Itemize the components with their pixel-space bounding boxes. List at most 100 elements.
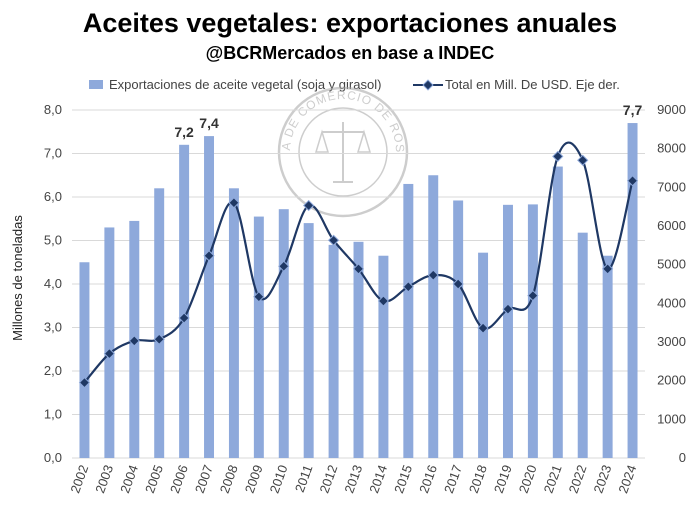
y2-tick-label: 6000	[657, 218, 686, 233]
bar-2006	[179, 144, 190, 459]
x-tick-label: 2016	[416, 463, 440, 495]
x-tick-label: 2023	[590, 463, 614, 495]
y-tick-label: 7,0	[44, 146, 62, 161]
x-tick-label: 2020	[516, 463, 540, 495]
line-point-2024	[626, 175, 639, 187]
x-tick-label: 2014	[366, 463, 390, 495]
bar-2018	[478, 252, 489, 458]
y2-tick-label: 5000	[657, 257, 686, 272]
x-tick-label: 2011	[292, 463, 316, 494]
x-tick-label: 2006	[167, 463, 191, 495]
y-tick-label: 8,0	[44, 102, 62, 117]
bar-2012	[328, 244, 339, 458]
line-point-2015	[402, 281, 414, 293]
x-axis-ticks: 2002 2003 2004 2005 2006 2007 2008 2009 2010 2011…	[67, 463, 639, 495]
y2-tick-label: 8000	[657, 141, 686, 156]
y2-tick-label: 4000	[657, 295, 686, 310]
x-tick-label: 2009	[242, 463, 266, 495]
line-point-2011	[303, 199, 315, 212]
line-point-2006	[178, 312, 190, 324]
y-tick-label: 0,0	[44, 450, 62, 465]
y2-tick-label: 9000	[657, 102, 686, 117]
bar-2003	[104, 227, 115, 458]
legend-line-label: Total en Mill. De USD. Eje der.	[445, 77, 620, 92]
y-tick-label: 5,0	[44, 233, 62, 248]
line-point-2022	[577, 154, 589, 166]
x-tick-label: 2003	[92, 463, 116, 495]
bar-2022	[577, 232, 588, 458]
line-point-2002	[78, 376, 91, 389]
data-label-2024: 7,7	[623, 102, 643, 118]
x-tick-label: 2002	[67, 463, 91, 495]
line-point-2023	[601, 263, 614, 275]
x-tick-label: 2019	[491, 463, 515, 495]
bar-2017	[453, 200, 464, 459]
x-tick-label: 2024	[615, 463, 639, 495]
bar-2008	[228, 188, 239, 459]
x-tick-label: 2022	[566, 463, 590, 495]
y-tick-label: 6,0	[44, 189, 62, 204]
line-point-2016	[427, 269, 439, 281]
y2-tick-label: 3000	[657, 334, 686, 349]
y2-tick-label: 0	[679, 450, 686, 465]
legend-bar-label: Exportaciones de aceite vegetal (soja y …	[109, 77, 381, 92]
line-point-2018	[477, 322, 489, 334]
x-tick-label: 2010	[267, 463, 291, 495]
bar-2002	[79, 262, 90, 458]
x-tick-label: 2013	[341, 463, 365, 495]
data-labels: 7,2 7,4 7,7	[174, 102, 642, 140]
y2-tick-label: 1000	[657, 411, 686, 426]
line-point-2004	[128, 335, 140, 347]
chart-title: Aceites vegetales: exportaciones anuales	[83, 8, 617, 38]
line-point-2008	[228, 197, 240, 209]
bar-2011	[303, 223, 314, 458]
legend-bar-swatch	[89, 80, 103, 89]
bar-2016	[428, 175, 439, 458]
line-point-2021	[552, 150, 564, 163]
y-tick-label: 3,0	[44, 320, 62, 335]
x-tick-label: 2012	[316, 463, 340, 495]
bar-2021	[552, 166, 563, 459]
y-tick-label: 1,0	[44, 407, 62, 422]
chart-subtitle: @BCRMercados en base a INDEC	[206, 43, 495, 63]
bar-series	[79, 123, 638, 459]
line-point-2003	[103, 347, 116, 360]
bar-2023	[602, 255, 613, 458]
line-point-2017	[452, 278, 464, 290]
y-tick-label: 2,0	[44, 363, 62, 378]
bar-2013	[353, 241, 364, 458]
bar-2007	[204, 136, 215, 458]
bar-2009	[253, 216, 264, 458]
x-tick-label: 2004	[117, 463, 141, 495]
x-tick-label: 2015	[391, 463, 415, 495]
x-tick-label: 2007	[192, 463, 216, 495]
bar-2005	[154, 188, 165, 459]
line-point-2013	[352, 263, 365, 275]
line-point-2007	[203, 250, 215, 262]
line-point-2012	[327, 234, 340, 246]
data-label-2007: 7,4	[199, 115, 219, 131]
line-point-2020	[527, 289, 539, 302]
y-tick-label: 4,0	[44, 276, 62, 291]
legend: Exportaciones de aceite vegetal (soja y …	[89, 77, 620, 92]
x-tick-label: 2018	[466, 463, 490, 495]
bar-2015	[403, 183, 414, 458]
line-point-2005	[153, 333, 165, 345]
y2-tick-label: 7000	[657, 179, 686, 194]
bar-2014	[378, 255, 389, 458]
y-axis-label: Millones de toneladas	[10, 215, 25, 341]
bar-2019	[502, 204, 513, 458]
line-point-2009	[253, 291, 265, 303]
x-tick-label: 2008	[217, 463, 241, 495]
left-axis-ticks: 0,0 1,0 2,0 3,0 4,0 5,0 6,0 7,0 8,0	[44, 102, 62, 465]
line-point-2014	[377, 295, 390, 307]
data-label-2006: 7,2	[174, 124, 194, 140]
line-point-2019	[502, 303, 514, 315]
x-tick-label: 2005	[142, 463, 166, 495]
legend-line-marker	[422, 79, 434, 91]
bar-2020	[527, 204, 538, 458]
line-point-2010	[278, 260, 290, 272]
bar-2024	[627, 123, 638, 459]
bar-2010	[278, 209, 289, 458]
